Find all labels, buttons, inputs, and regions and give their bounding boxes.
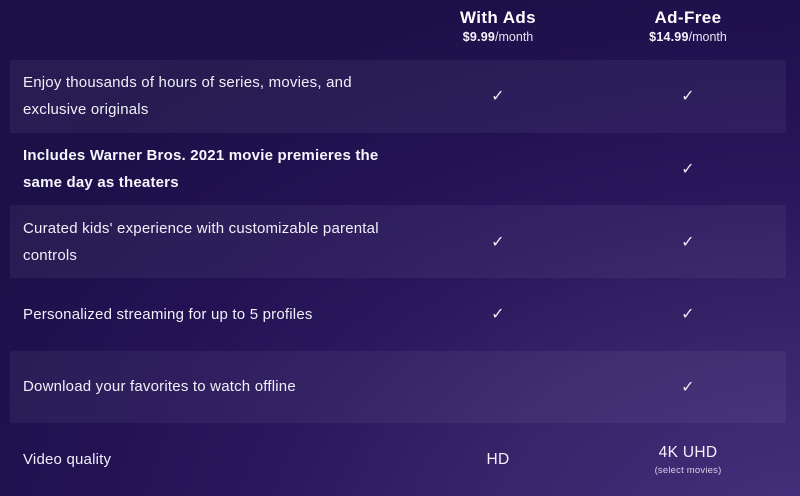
check-icon: ✓ (681, 160, 695, 178)
table-row: Download your favorites to watch offline… (10, 350, 786, 424)
cell-value: 4K UHD (658, 443, 718, 461)
feature-label: Video quality (23, 451, 112, 469)
check-icon: ✓ (681, 233, 695, 251)
plan-name-ad-free: Ad-Free (654, 8, 722, 27)
ad-free-cell: ✓ (590, 232, 786, 252)
table-row: Video quality HD 4K UHD (select movies) (10, 423, 786, 496)
cell-value: HD (486, 450, 510, 468)
feature-label: Includes Warner Bros. 2021 movie premier… (23, 146, 379, 191)
comparison-rows: Enjoy thousands of hours of series, movi… (10, 60, 786, 496)
price-period: /month (688, 30, 727, 44)
plan-price-ad-free: $14.99/month (590, 30, 786, 44)
with-ads-cell: ✓ (406, 86, 590, 106)
check-icon: ✓ (681, 306, 695, 324)
price-amount: $14.99 (649, 30, 689, 44)
price-amount: $9.99 (462, 30, 496, 44)
check-icon: ✓ (491, 306, 505, 324)
column-header-with-ads: With Ads $9.99/month (406, 0, 590, 60)
check-icon: ✓ (491, 88, 505, 106)
plan-price-with-ads: $9.99/month (406, 30, 590, 44)
table-row: Personalized streaming for up to 5 profi… (10, 278, 786, 351)
plan-name-with-ads: With Ads (459, 8, 537, 27)
table-row: Includes Warner Bros. 2021 movie premier… (10, 133, 786, 206)
feature-label: Curated kids' experience with customizab… (23, 219, 379, 264)
table-row: Curated kids' experience with customizab… (10, 205, 786, 278)
header-spacer (10, 0, 406, 60)
ad-free-cell: ✓ (590, 304, 786, 324)
check-icon: ✓ (681, 378, 695, 396)
ad-free-cell: 4K UHD (select movies) (590, 444, 786, 476)
cell-note: (select movies) (654, 464, 722, 476)
with-ads-cell: ✓ (406, 304, 590, 324)
check-icon: ✓ (681, 88, 695, 106)
feature-label: Download your favorites to watch offline (23, 378, 296, 396)
feature-label: Enjoy thousands of hours of series, movi… (23, 74, 352, 119)
table-header: With Ads $9.99/month Ad-Free $14.99/mont… (10, 0, 786, 60)
ad-free-cell: ✓ (590, 159, 786, 179)
ad-free-cell: ✓ (590, 377, 786, 397)
feature-label: Personalized streaming for up to 5 profi… (23, 305, 313, 323)
check-icon: ✓ (491, 233, 505, 251)
with-ads-cell: ✓ (406, 232, 590, 252)
table-row: Enjoy thousands of hours of series, movi… (10, 60, 786, 133)
with-ads-cell: HD (406, 451, 590, 469)
price-period: /month (495, 30, 534, 44)
column-header-ad-free: Ad-Free $14.99/month (590, 0, 786, 60)
ad-free-cell: ✓ (590, 86, 786, 106)
